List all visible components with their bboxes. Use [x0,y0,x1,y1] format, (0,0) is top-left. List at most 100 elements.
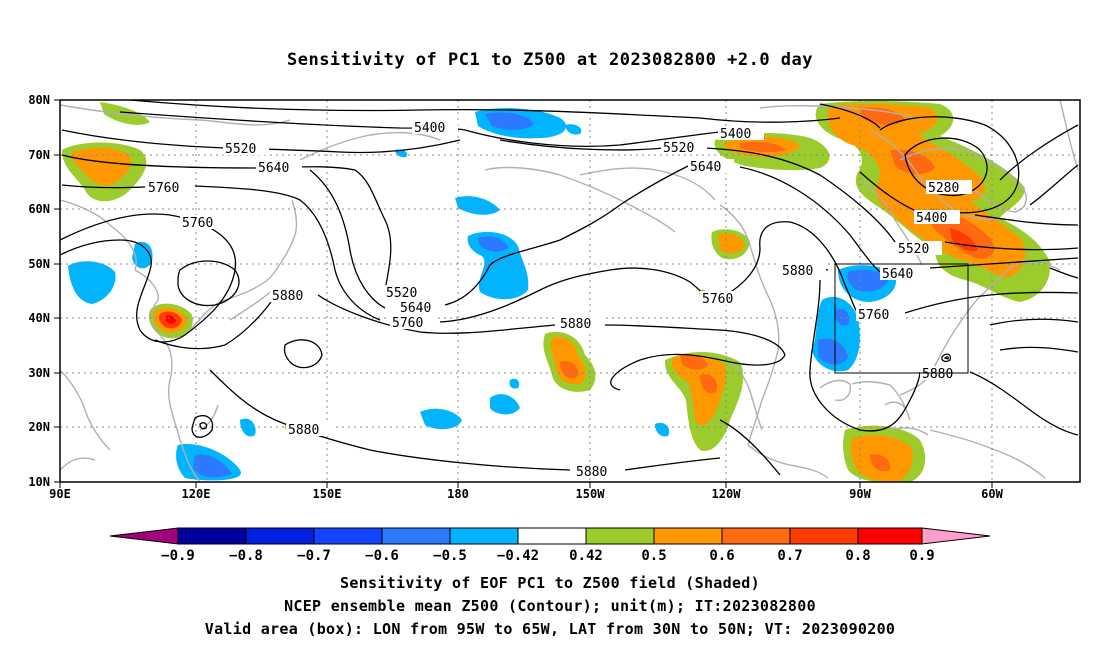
lat-label: 10N [28,475,50,489]
lat-label: 80N [28,93,50,107]
colorbar-label: 0.7 [777,548,802,564]
contour-far-east-b [999,346,1079,353]
colorbar-labels: −0.9 −0.8 −0.7 −0.6 −0.5 −0.42 0.42 0.5 … [161,548,935,564]
contour-5880-b [317,294,556,334]
contour-east-d [1049,267,1079,279]
contour-5640-e [739,166,881,273]
contour-east-c [1029,164,1079,206]
contour-5880-ring [177,260,240,307]
contour-label: 5760 [182,216,213,231]
colorbar-label: −0.6 [365,548,399,564]
sensitivity-shading [62,101,1051,482]
contour-5400-c [819,103,881,129]
contour-label: 5760 [858,308,889,323]
contour-low-arctic [904,137,988,197]
contour-label: 5880 [782,264,813,279]
colorbar-left-arrow [109,527,179,545]
contour-5880-ring-b [283,339,323,369]
contour-5640-f [929,257,1079,269]
colorbar-swatch [653,527,723,545]
lat-label: 30N [28,366,50,380]
contour-5640-b [309,169,386,309]
contour-5520-c [704,147,896,243]
z500-contours [60,100,1079,476]
footer-line-shading: Sensitivity of EOF PC1 to Z500 field (Sh… [340,574,760,592]
contour-5760-b [194,185,381,321]
contour-label: 5760 [392,316,423,331]
contour-5640-a [61,154,392,291]
contour-5640-d [619,164,691,206]
lat-label: 60N [28,202,50,216]
colorbar-swatch [313,527,383,545]
colorbar-right-arrow [921,527,991,545]
contour-5880-a [154,294,276,350]
contour-small-atl-b [943,356,949,360]
contour-label: 5640 [400,301,431,316]
contour-label: 5400 [916,211,947,226]
lon-label: 60W [981,487,1003,501]
contour-low-arctic-b [879,116,1020,214]
colorbar-swatch [585,527,655,545]
lat-labels: 80N 70N 60N 50N 40N 30N 20N 10N [28,93,50,489]
lon-label: 90E [49,487,71,501]
contour-5880-c [604,324,786,391]
colorbar-label: 0.42 [569,548,603,564]
lat-label: 40N [28,311,50,325]
contour-5400-b [129,100,841,123]
lon-label: 90W [849,487,871,501]
colorbar-label: 0.6 [709,548,734,564]
colorbar-swatch [517,527,587,545]
colorbar-swatch [449,527,519,545]
contour-label: 5880 [560,317,591,332]
colorbar-label: −0.42 [497,548,539,564]
colorbar-swatch [245,527,315,545]
colorbar-label: 0.9 [909,548,934,564]
contour-5400-a [119,111,721,147]
colorbar-swatch [857,527,923,545]
shade-negative-asia [68,261,116,304]
valid-area-box [834,263,969,374]
lat-label: 20N [28,420,50,434]
contour-5880-i [969,371,1079,436]
contour-label: 5280 [928,181,959,196]
axis-ticks [54,99,993,488]
contour-5760-ring [60,213,237,343]
contour-label: 5520 [663,141,694,156]
contour-far-east [989,318,1079,326]
lon-label: 180 [447,487,469,501]
contour-5520-d [944,241,1079,251]
colorbar-label: 0.8 [845,548,870,564]
colorbar-label: −0.8 [229,548,263,564]
contour-5760-a [61,184,146,189]
contour-small-ring [191,415,214,438]
colorbar-label: −0.5 [433,548,467,564]
contour-5400-east [974,214,1079,226]
contour-5880-e [624,457,721,471]
contour-5760-d [719,221,859,315]
colorbar-swatch [381,527,451,545]
colorbar-swatch [789,527,859,545]
colorbar [109,527,991,545]
colorbar-swatch [721,527,791,545]
lon-labels: 90E 120E 150E 180 150W 120W 90W 60W [49,487,1003,501]
colorbar-label: −0.9 [161,548,195,564]
contour-small-atl [941,353,952,363]
lon-label: 150W [576,487,606,501]
contour-5760-e [904,291,1079,314]
contour-label: 5640 [690,160,721,175]
footer-line-contour: NCEP ensemble mean Z500 (Contour); unit(… [284,597,816,615]
contour-5520-b [499,139,666,151]
contour-label: 5520 [386,286,417,301]
contour-label: 5520 [898,242,929,257]
contour-5880-f [719,419,781,476]
contour-5760-c [439,267,706,323]
contour-label: 5880 [272,289,303,304]
lon-label: 150E [313,487,342,501]
contour-label: 5880 [576,465,607,480]
lat-label: 50N [28,257,50,271]
contour-label: 5400 [720,127,751,142]
footer-line-valid-area: Valid area (box): LON from 95W to 65W, L… [204,620,896,638]
contour-label: 5400 [414,121,445,136]
map-frame [59,99,1081,483]
